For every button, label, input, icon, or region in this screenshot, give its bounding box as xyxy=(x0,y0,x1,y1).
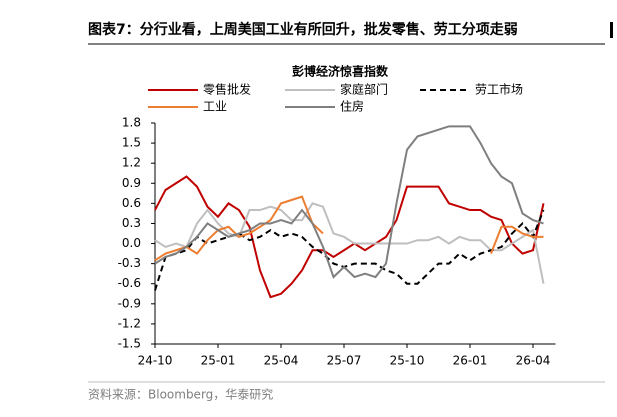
x-tick-label: 26-04 xyxy=(516,354,551,368)
legend-label: 工业 xyxy=(203,100,227,114)
source: 资料来源：Bloomberg，华泰研究 xyxy=(88,387,273,402)
x-tick-label: 24-10 xyxy=(138,354,173,368)
y-tick-label: 1.5 xyxy=(122,136,141,150)
y-tick-label: -1.5 xyxy=(118,337,141,351)
x-tick-label: 26-01 xyxy=(453,354,488,368)
series-line xyxy=(154,202,545,284)
x-tick-label: 25-04 xyxy=(264,354,299,368)
series-line xyxy=(154,125,544,279)
series-line xyxy=(154,175,545,299)
y-tick-label: -0.9 xyxy=(118,296,141,310)
chart-title: 彭博经济惊喜指数 xyxy=(292,64,389,79)
y-tick-label: -1.2 xyxy=(118,316,141,330)
y-tick-label: 0.9 xyxy=(122,176,141,190)
x-tick-label: 25-07 xyxy=(327,354,362,368)
legend-label: 零售批发 xyxy=(203,82,251,97)
legend-label: 家庭部门 xyxy=(340,82,388,97)
x-tick-label: 25-01 xyxy=(201,354,236,368)
y-tick-label: 0.0 xyxy=(122,236,141,250)
y-tick-label: 1.8 xyxy=(122,116,141,130)
y-tick-label: -0.6 xyxy=(118,276,141,290)
y-tick-label: -0.3 xyxy=(118,256,141,270)
edge-mark xyxy=(610,22,613,38)
y-tick-label: 0.3 xyxy=(122,216,141,230)
y-tick-label: 0.6 xyxy=(122,196,141,210)
legend-label: 住房 xyxy=(340,99,364,114)
series-line xyxy=(154,195,544,262)
series-line xyxy=(154,209,545,291)
header-title: 图表7：分行业看，上周美国工业有所回升，批发零售、劳工分项走弱 xyxy=(88,21,518,38)
legend-label: 劳工市场 xyxy=(475,82,523,97)
y-tick-label: 1.2 xyxy=(122,156,141,170)
x-tick-label: 25-10 xyxy=(390,354,425,368)
